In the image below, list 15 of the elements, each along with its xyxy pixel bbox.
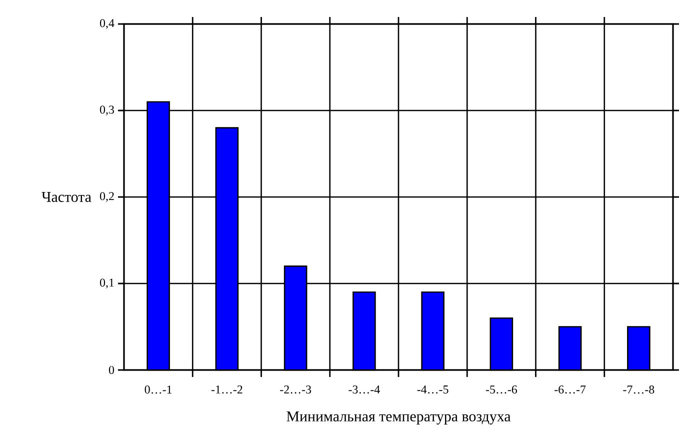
y-axis-title: Частота <box>42 192 92 202</box>
y-tick-label: 0,3 <box>100 106 114 116</box>
x-tick-label: -2…-3 <box>280 386 312 394</box>
x-tick-label: -1…-2 <box>211 386 242 394</box>
x-tick-label: -6…-7 <box>554 386 586 394</box>
x-tick-label: 0…-1 <box>144 386 172 394</box>
x-tick-label: -5…-6 <box>486 386 518 394</box>
y-tick-label: 0 <box>108 366 114 374</box>
x-axis-title: Минимальная температура воздуха <box>286 412 511 424</box>
x-tick-label: -7…-8 <box>623 386 654 394</box>
y-tick-label: 0,2 <box>100 192 114 202</box>
x-tick-label: -4…-5 <box>417 386 448 394</box>
y-tick-label: 0,1 <box>100 278 114 288</box>
y-tick-label: 0,4 <box>100 19 114 29</box>
x-tick-label: -3…-4 <box>348 386 380 394</box>
